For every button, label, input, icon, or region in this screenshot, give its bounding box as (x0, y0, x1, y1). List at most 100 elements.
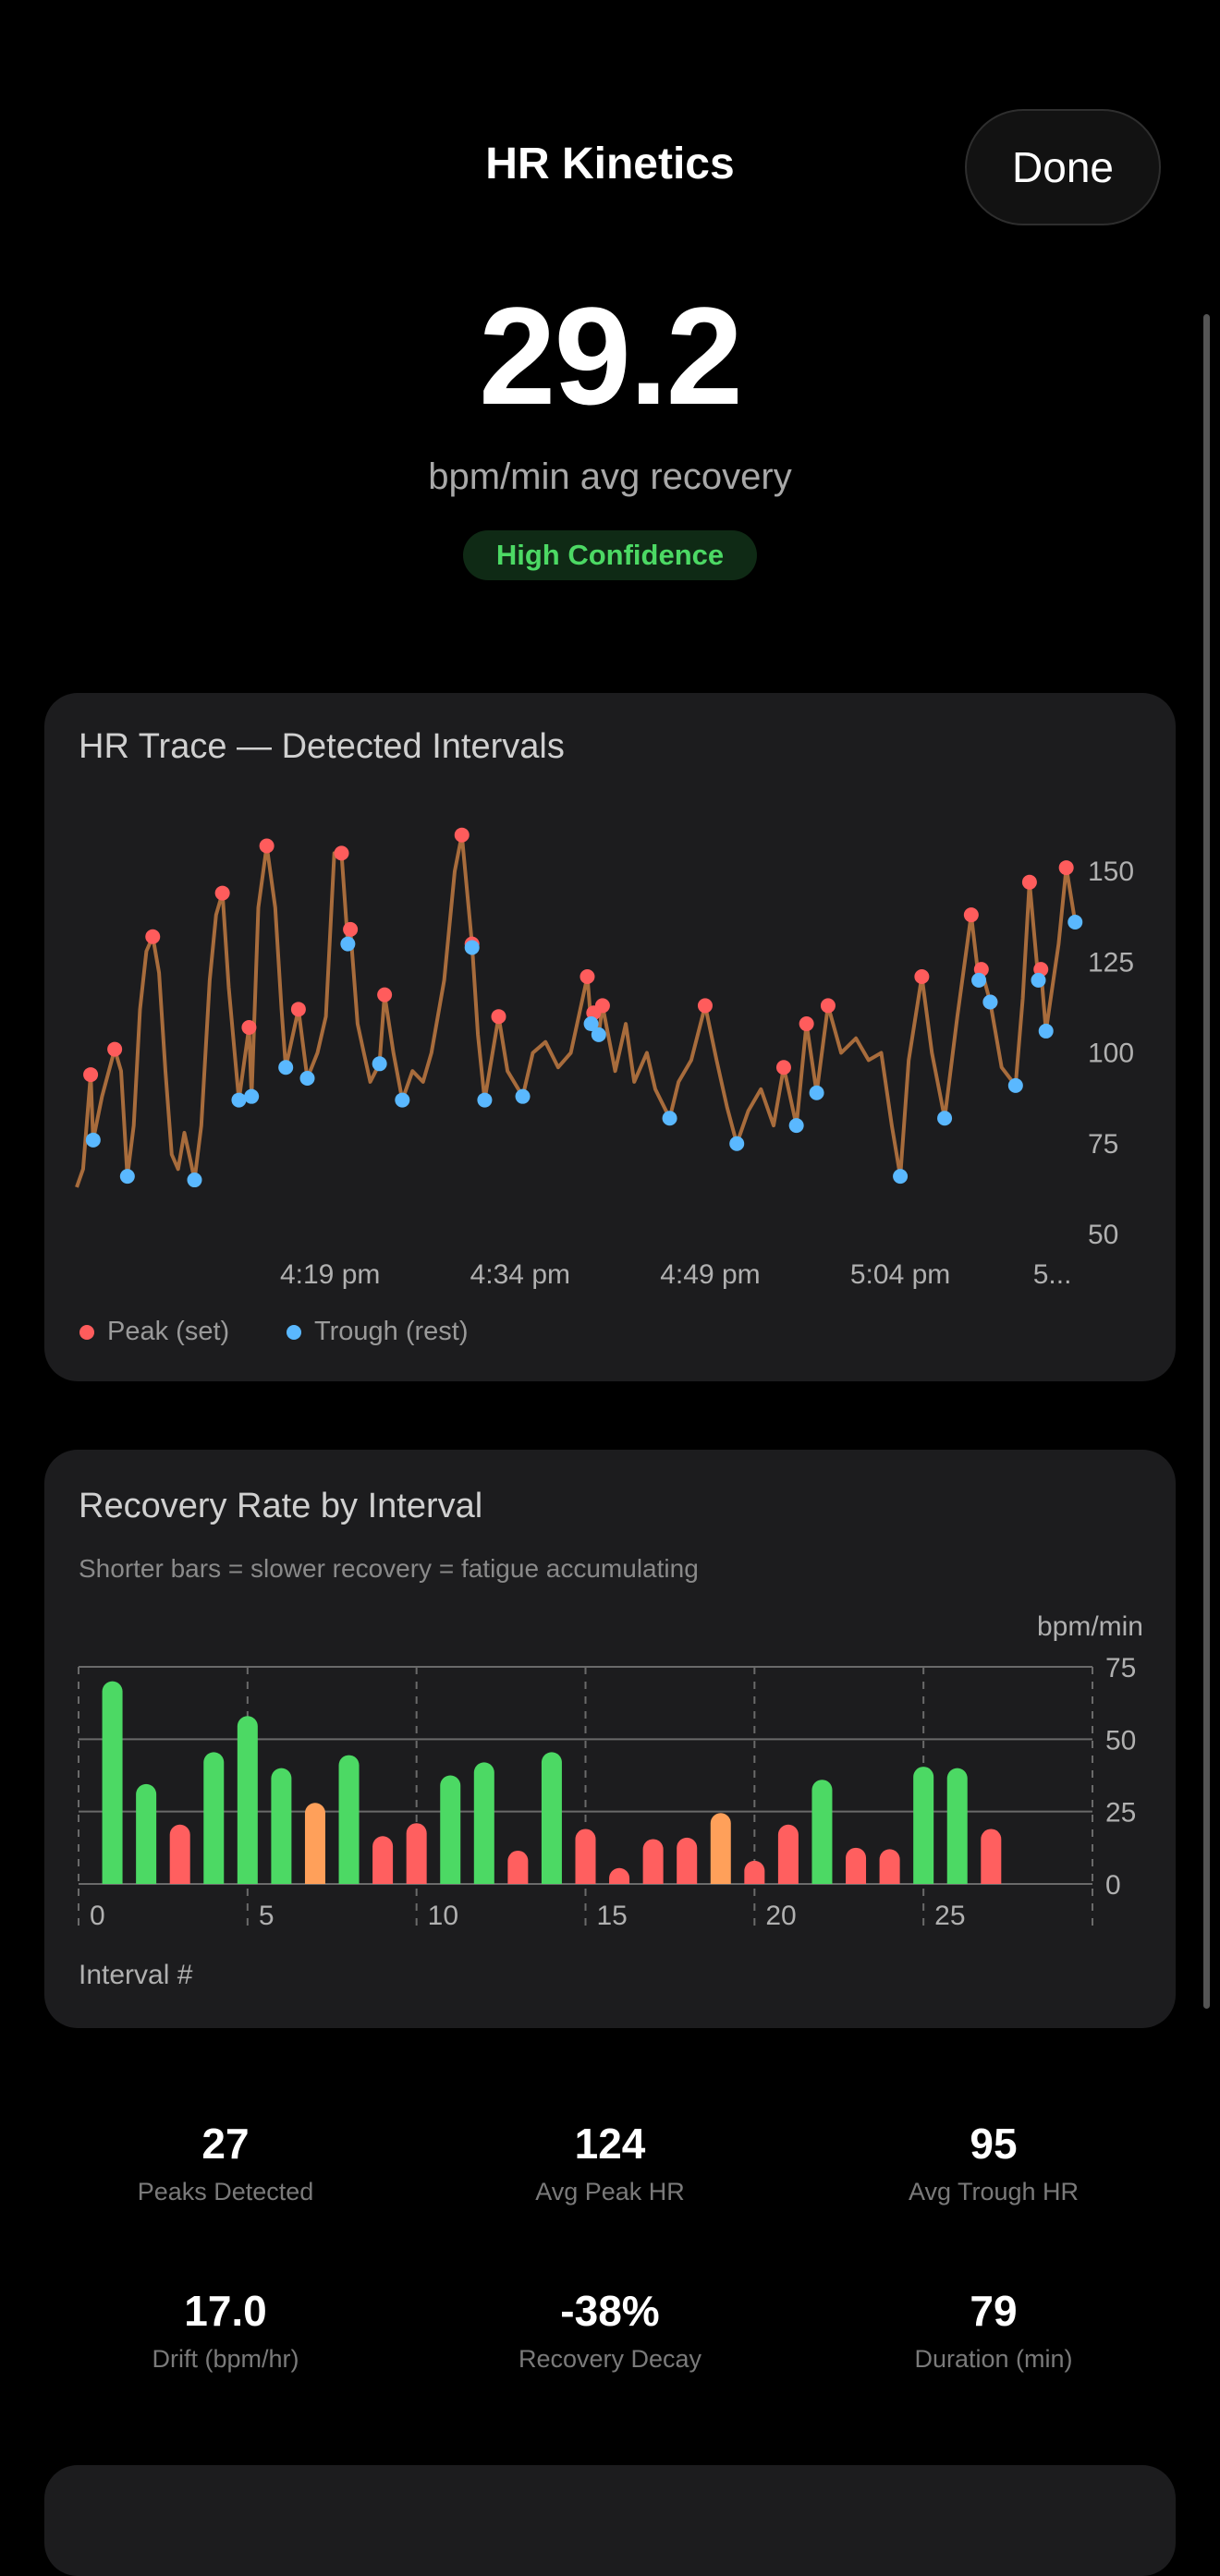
stat-value: -38% (560, 2287, 660, 2335)
stat-value: 95 (970, 2120, 1018, 2168)
x-tick-label: 25 (934, 1901, 965, 1931)
x-tick-label: 4:34 pm (470, 1259, 570, 1290)
y-tick-label: 50 (1088, 1220, 1118, 1250)
stat-value: 79 (970, 2287, 1018, 2335)
stat-recovery-decay: -38% Recovery Decay (416, 2286, 804, 2374)
peak-point (241, 1019, 257, 1035)
x-tick-label: 5:04 pm (850, 1259, 950, 1290)
recovery-bar (169, 1824, 190, 1884)
stat-label: Avg Trough HR (908, 2178, 1080, 2205)
trough-point (231, 1092, 247, 1108)
stat-duration: 79 Duration (min) (799, 2286, 1188, 2374)
trough-point (119, 1169, 135, 1185)
recovery-title: Recovery Rate by Interval (79, 1487, 483, 1525)
recovery-subtitle: Shorter bars = slower recovery = fatigue… (79, 1554, 699, 1583)
trough-point (1038, 1023, 1054, 1039)
stat-label: Peaks Detected (137, 2178, 314, 2205)
recovery-bar (203, 1752, 225, 1884)
peak-point (145, 929, 161, 944)
y-tick-label: 50 (1105, 1725, 1136, 1756)
peak-point (343, 921, 359, 937)
recovery-bar (541, 1752, 562, 1884)
hr-trace-chart: 150 125 100 75 50 4:19 pm 4:34 pm 4:49 pm 5:04 p… (75, 827, 1134, 1290)
recovery-y-unit: bpm/min (1036, 1611, 1143, 1642)
recovery-bar (372, 1836, 394, 1884)
trough-legend-dot-icon (287, 1324, 301, 1340)
recovery-bar (710, 1813, 731, 1884)
peak-legend-dot-icon (79, 1324, 94, 1340)
peak-point (107, 1041, 123, 1057)
legend-peak: Peak (set) (79, 1317, 229, 1347)
trough-point (662, 1111, 677, 1126)
peak-point (259, 838, 274, 854)
recovery-bar (744, 1860, 765, 1884)
peak-point (1058, 860, 1074, 876)
x-tick-label: 10 (428, 1901, 458, 1931)
recovery-bar (237, 1716, 258, 1884)
stat-label: Recovery Decay (518, 2345, 702, 2373)
recovery-bar (879, 1849, 900, 1884)
recovery-bar (677, 1837, 698, 1884)
peak-point (214, 885, 230, 901)
recovery-bar (609, 1867, 630, 1884)
stat-peaks-detected: 27 Peaks Detected (31, 2119, 420, 2206)
recovery-bar-chart: 75 50 25 0 0 5 10 15 20 25 (78, 1653, 1136, 1931)
recovery-bar (406, 1823, 427, 1884)
peak-point (914, 968, 930, 984)
peak-point (580, 968, 595, 984)
peak-point (377, 987, 393, 1002)
trough-point (515, 1088, 531, 1104)
peak-point (334, 845, 349, 861)
trough-point (982, 994, 998, 1010)
trough-point (244, 1088, 260, 1104)
y-tick-label: 75 (1088, 1129, 1118, 1160)
recovery-bar (304, 1803, 325, 1884)
peak-point (491, 1009, 506, 1025)
confidence-badge: High Confidence (463, 530, 757, 580)
recovery-bar (913, 1767, 934, 1884)
stat-label: Drift (bpm/hr) (152, 2345, 299, 2373)
trough-point (395, 1092, 410, 1108)
x-tick-label: 4:19 pm (280, 1259, 380, 1290)
x-tick-label: 4:49 pm (660, 1259, 760, 1290)
recovery-bar (981, 1829, 1002, 1884)
recovery-bar (338, 1755, 360, 1884)
stat-avg-peak-hr: 124 Avg Peak HR (416, 2119, 804, 2206)
legend-peak-label: Peak (set) (107, 1317, 230, 1346)
recovery-bar (777, 1824, 799, 1884)
trough-point (788, 1118, 804, 1134)
scrollbar[interactable] (1203, 314, 1210, 2009)
x-tick-label: 15 (597, 1901, 628, 1931)
trough-point (971, 972, 987, 988)
recovery-bar (946, 1768, 968, 1884)
hr-trace-title: HR Trace — Detected Intervals (79, 727, 565, 766)
stat-value: 27 (201, 2120, 250, 2168)
peak-point (83, 1067, 99, 1083)
legend-trough: Trough (rest) (287, 1317, 469, 1347)
trough-point (937, 1111, 953, 1126)
trough-point (893, 1169, 909, 1185)
peak-point (799, 1016, 814, 1032)
peak-point (697, 998, 713, 1014)
stat-value: 17.0 (184, 2287, 267, 2335)
stat-value: 124 (574, 2120, 646, 2168)
recovery-bar (102, 1681, 123, 1884)
trough-point (1068, 915, 1083, 930)
peak-point (290, 1002, 306, 1017)
recovery-bar (440, 1775, 461, 1884)
recovery-bar (473, 1762, 494, 1884)
recovery-bar (507, 1850, 529, 1884)
recovery-bar (575, 1829, 596, 1884)
x-tick-label: 5... (1033, 1259, 1072, 1290)
stat-drift: 17.0 Drift (bpm/hr) (31, 2286, 420, 2374)
done-button[interactable]: Done (965, 109, 1161, 225)
peak-point (594, 998, 610, 1014)
peak-point (775, 1060, 791, 1075)
trough-point (809, 1085, 824, 1100)
trough-point (729, 1136, 745, 1151)
avg-recovery-unit: bpm/min avg recovery (428, 456, 792, 497)
peak-point (963, 907, 979, 923)
recovery-bar (271, 1768, 292, 1884)
trough-point (464, 940, 480, 955)
page-title: HR Kinetics (485, 140, 735, 188)
